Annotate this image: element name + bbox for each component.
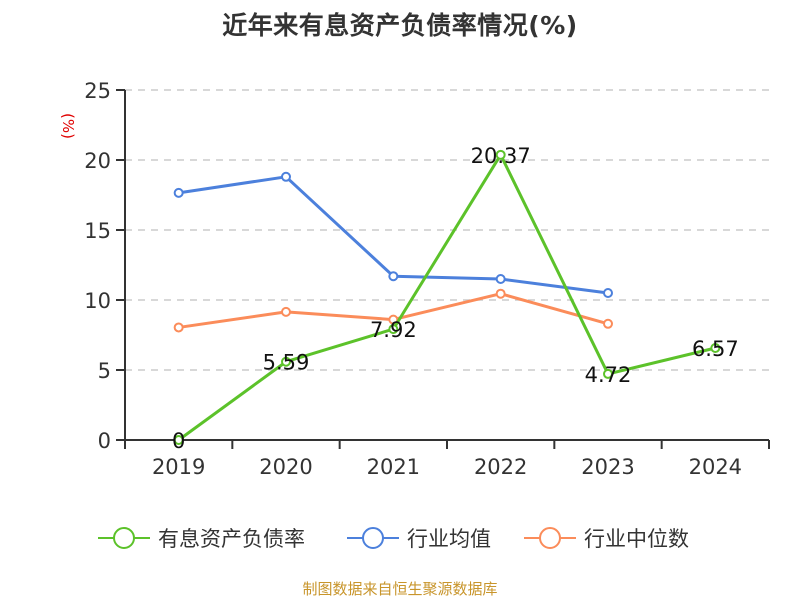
data-point[interactable]	[710, 343, 721, 354]
y-tick-label: 25	[84, 79, 111, 103]
legend-marker-icon	[347, 527, 399, 549]
y-tick-label: 10	[84, 289, 111, 313]
data-point[interactable]	[281, 306, 291, 317]
data-point[interactable]	[173, 435, 184, 445]
series-line	[177, 153, 716, 442]
gridlines	[125, 89, 769, 371]
x-tick-label: 2022	[474, 455, 527, 479]
x-tick-label: 2024	[689, 455, 742, 479]
x-tick-label: 2021	[367, 455, 420, 479]
legend-marker-icon	[98, 527, 150, 549]
y-tick-label: 20	[84, 149, 111, 173]
data-point[interactable]	[388, 271, 399, 282]
data-point[interactable]	[495, 149, 506, 160]
data-label: 5.59	[263, 351, 310, 375]
data-label: 20.37	[471, 144, 531, 168]
y-tick-label: 0	[98, 429, 111, 453]
data-point[interactable]	[281, 356, 291, 367]
legend-item-interest-debt-ratio[interactable]: 有息资产负债率	[98, 522, 305, 554]
data-source-note: 制图数据来自恒生聚源数据库	[302, 580, 498, 598]
data-label: 7.92	[370, 318, 417, 342]
legend: 有息资产负债率 行业均值 行业中位数	[0, 522, 800, 554]
data-point[interactable]	[495, 274, 506, 284]
data-point[interactable]	[495, 288, 506, 299]
legend-item-industry-median[interactable]: 行业中位数	[524, 522, 689, 554]
legend-marker-icon	[524, 527, 576, 549]
legend-label: 有息资产负债率	[158, 527, 305, 551]
x-tick-label: 2023	[581, 455, 634, 479]
series-lines	[173, 149, 721, 445]
y-axis-unit: (%)	[59, 113, 77, 139]
data-point[interactable]	[173, 322, 184, 333]
data-point[interactable]	[603, 368, 613, 379]
data-label: 4.72	[585, 363, 632, 387]
legend-label: 行业均值	[407, 527, 491, 551]
y-tick-label: 15	[84, 219, 111, 243]
y-tick-label: 5	[98, 359, 111, 383]
x-tick-label: 2019	[152, 455, 205, 479]
data-point[interactable]	[388, 324, 399, 335]
data-point[interactable]	[603, 318, 613, 329]
legend-item-industry-average[interactable]: 行业均值	[347, 522, 491, 554]
data-point[interactable]	[603, 288, 613, 298]
axes: 0 5 10 15 20 25 2019 2020 2021 2022 2023 2024	[84, 79, 770, 479]
data-point[interactable]	[281, 171, 291, 182]
legend-label: 行业中位数	[584, 527, 689, 551]
x-tick-label: 2020	[259, 455, 312, 479]
chart-title: 近年来有息资产负债率情况(%)	[222, 11, 578, 40]
data-label: 6.57	[692, 337, 739, 361]
data-point[interactable]	[173, 187, 184, 198]
data-point[interactable]	[388, 314, 399, 325]
data-label: 0	[172, 429, 185, 453]
data-labels: 0 5.59 7.92 20.37 4.72 6.57	[172, 144, 739, 453]
